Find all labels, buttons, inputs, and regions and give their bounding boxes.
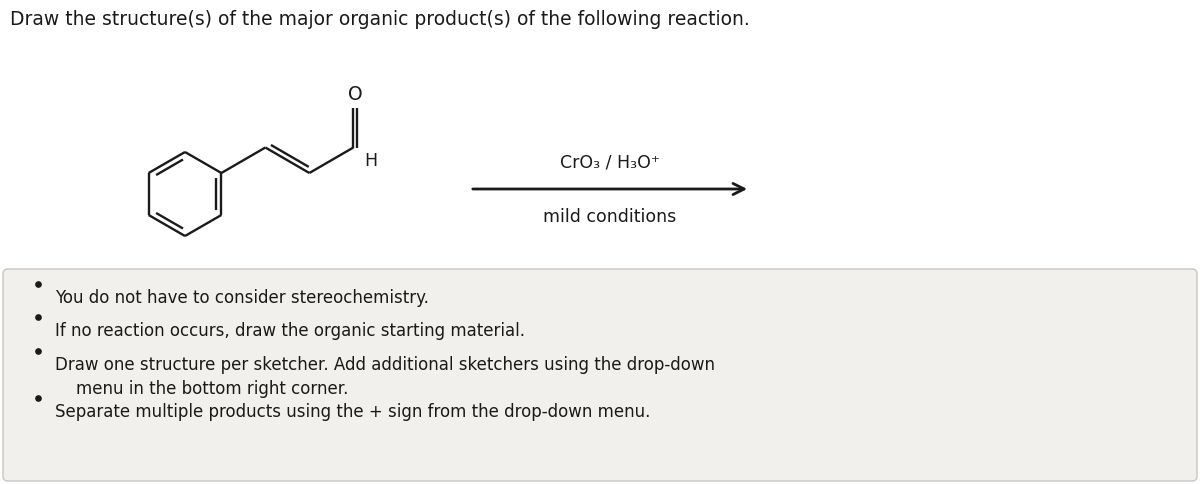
FancyBboxPatch shape: [2, 270, 1198, 481]
Text: mild conditions: mild conditions: [544, 208, 677, 226]
Text: CrO₃ / H₃O⁺: CrO₃ / H₃O⁺: [560, 154, 660, 172]
Text: Draw one structure per sketcher. Add additional sketchers using the drop-down
  : Draw one structure per sketcher. Add add…: [55, 355, 715, 397]
Text: Draw the structure(s) of the major organic product(s) of the following reaction.: Draw the structure(s) of the major organ…: [10, 10, 750, 29]
Text: If no reaction occurs, draw the organic starting material.: If no reaction occurs, draw the organic …: [55, 321, 526, 339]
Text: O: O: [348, 85, 362, 104]
Text: You do not have to consider stereochemistry.: You do not have to consider stereochemis…: [55, 288, 428, 306]
Text: H: H: [365, 152, 378, 170]
Text: Separate multiple products using the + sign from the drop-down menu.: Separate multiple products using the + s…: [55, 402, 650, 420]
